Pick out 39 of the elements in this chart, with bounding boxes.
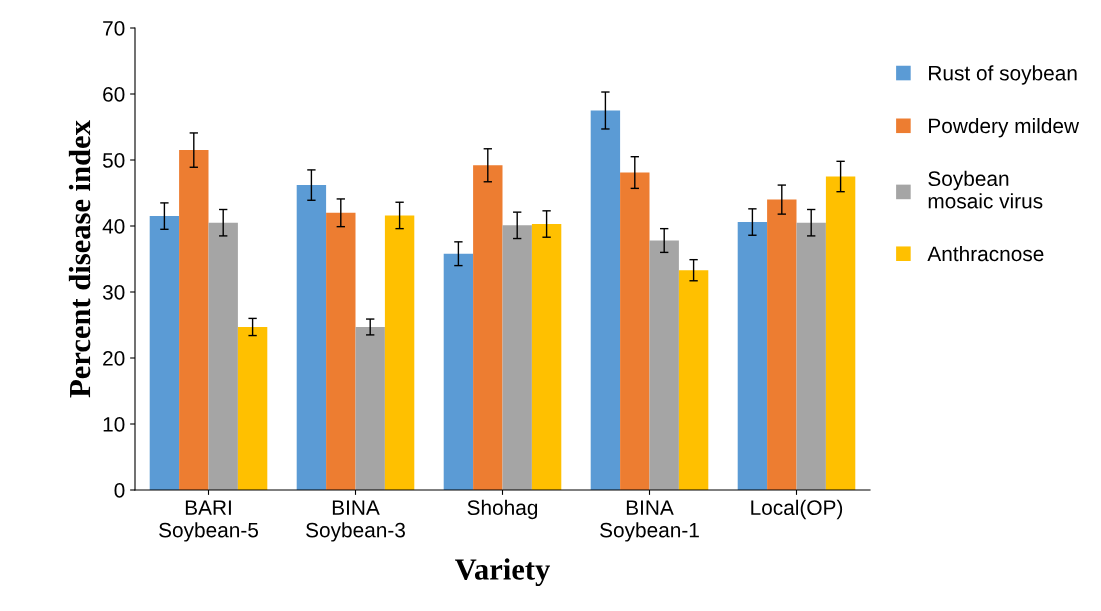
bar	[473, 165, 503, 490]
bar	[531, 224, 562, 490]
legend-label: Rust of soybean	[929, 65, 1077, 85]
bar	[737, 222, 768, 490]
bar	[678, 270, 709, 490]
bar	[326, 212, 356, 490]
bar	[443, 253, 474, 490]
bar	[355, 326, 385, 490]
y-tick-label: 60	[103, 87, 125, 102]
y-tick-label: 50	[102, 153, 125, 168]
bar	[767, 199, 797, 490]
x-tick-label: Local(OP)	[751, 499, 843, 520]
bar	[208, 222, 238, 490]
y-tick-label: 40	[102, 219, 125, 234]
y-tick-label: 70	[103, 21, 125, 36]
x-axis-title: Variety	[455, 558, 551, 587]
bar	[384, 215, 415, 490]
bar	[796, 222, 826, 490]
x-tick-label: BARI Soybean-5	[159, 500, 259, 542]
y-tick-label: 10	[103, 417, 125, 432]
bar	[620, 172, 650, 490]
bar	[825, 176, 856, 490]
x-tick-label: Shohag	[467, 499, 538, 520]
y-axis-title: Percent disease index	[68, 120, 91, 398]
legend-label: Powdery mildew	[929, 117, 1080, 138]
bar	[590, 110, 621, 490]
y-tick-label: 30	[102, 285, 125, 300]
x-tick-label: BINA Soybean-3	[306, 500, 405, 542]
x-tick-label: BINA Soybean-1	[600, 500, 699, 542]
legend-label: Anthracnose	[927, 245, 1044, 262]
bar	[149, 216, 180, 490]
bar	[179, 150, 209, 490]
bar	[649, 240, 679, 490]
legend-label: Soybean mosaic virus	[928, 170, 1043, 209]
bar	[296, 185, 327, 490]
y-tick-label: 0	[114, 483, 125, 498]
bar	[237, 326, 268, 490]
bar	[502, 225, 532, 490]
y-tick-label: 20	[103, 351, 125, 366]
